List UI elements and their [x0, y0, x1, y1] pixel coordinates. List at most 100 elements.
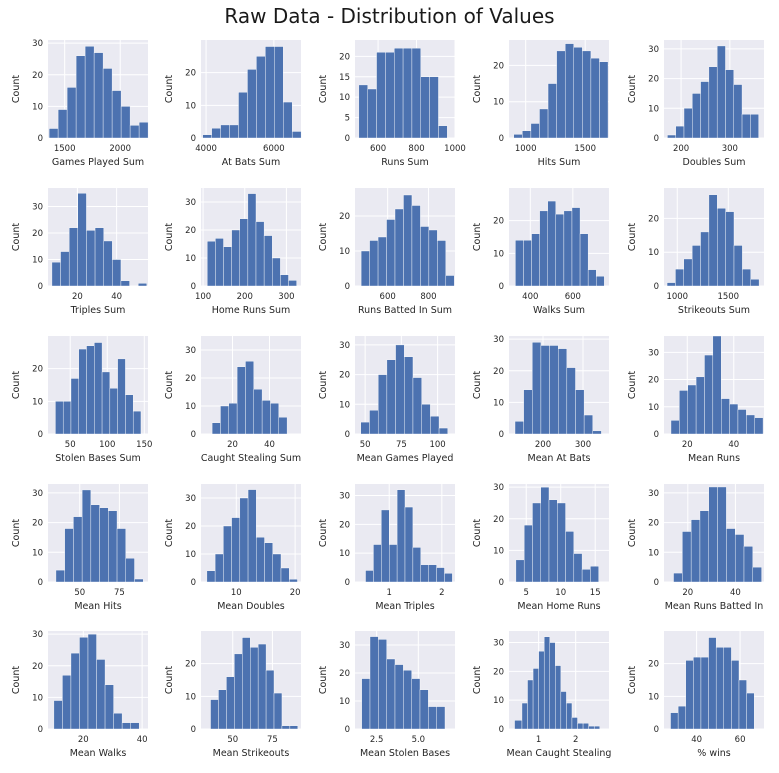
histogram-bar — [532, 502, 541, 583]
x-axis-label: Stolen Bases Sum — [55, 453, 141, 464]
histogram-bar — [211, 422, 221, 435]
xtick-label: 1 — [536, 735, 541, 745]
ytick-label: 20 — [648, 519, 659, 529]
ytick-label: 10 — [185, 692, 196, 702]
ytick-label: 0 — [499, 282, 504, 292]
histogram-bar — [211, 127, 221, 139]
xtick-label: 1 — [386, 588, 391, 598]
ytick-label: 0 — [191, 725, 196, 735]
histogram-bar — [725, 211, 735, 287]
histogram-panel: 0 10 20 1000 1500 Strikeouts Sum Count — [627, 188, 764, 316]
histogram-bar — [566, 702, 573, 730]
histogram-bar — [733, 84, 743, 139]
histogram-bar — [565, 531, 575, 583]
x-axis-label: Runs Batted In Sum — [358, 305, 452, 316]
ytick-label: 0 — [654, 282, 659, 292]
histogram-bar — [675, 125, 685, 139]
xtick-label: 600 — [370, 144, 386, 154]
ytick-label: 10 — [32, 693, 43, 703]
ytick-label: 20 — [32, 662, 43, 672]
xtick-label: 6000 — [263, 144, 285, 154]
y-axis-label: Count — [318, 519, 329, 547]
histogram-bar — [265, 46, 275, 139]
histogram-bar — [87, 633, 97, 730]
histogram-bar — [590, 565, 599, 583]
ytick-label: 0 — [499, 725, 504, 735]
histogram-bar — [273, 692, 283, 730]
ytick-label: 10 — [648, 403, 659, 413]
ytick-label: 30 — [648, 489, 659, 499]
histogram-bar — [94, 342, 103, 435]
xtick-label: 75 — [114, 588, 125, 598]
ytick-label: 30 — [185, 346, 196, 356]
histogram-bar — [234, 653, 243, 730]
xtick-label: 40 — [264, 440, 275, 450]
histogram-bar — [540, 345, 550, 435]
histogram-bar — [723, 647, 732, 730]
y-axis-label: Count — [11, 666, 22, 694]
y-axis-label: Count — [11, 75, 22, 103]
ytick-label: 30 — [648, 348, 659, 358]
histogram-bar — [134, 578, 144, 583]
ytick-label: 10 — [648, 248, 659, 258]
ytick-label: 20 — [493, 667, 504, 677]
histogram-bar — [754, 417, 764, 435]
ytick-label: 10 — [185, 550, 196, 560]
histogram-panel: 0 10 20 30 20 40 Caught Stealing Sum Count — [164, 336, 301, 464]
xtick-label: 800 — [408, 144, 424, 154]
histogram-bar — [223, 246, 232, 287]
histogram-bar — [571, 717, 578, 730]
ytick-label: 0 — [191, 430, 196, 440]
histogram-bar — [539, 210, 548, 287]
ytick-label: 30 — [493, 639, 504, 649]
xtick-label: 20 — [227, 440, 238, 450]
xtick-label: 150 — [136, 440, 152, 450]
histogram-panel: 0 10 20 30 20 40 Mean Runs Batted In Count — [627, 484, 764, 612]
histogram-bar — [746, 414, 755, 435]
histogram-bar — [55, 401, 64, 435]
ytick-label: 30 — [493, 483, 504, 493]
histogram-bar — [523, 524, 533, 583]
histogram-bar — [57, 109, 68, 139]
histogram-bar — [588, 725, 595, 730]
figure-title: Raw Data - Distribution of Values — [224, 4, 555, 28]
histogram-bar — [73, 516, 83, 583]
histogram-panel: 0 10 20 4000 6000 At Bats Sum Count — [164, 40, 302, 168]
y-axis-label: Count — [164, 666, 175, 694]
histogram-bar — [376, 52, 386, 139]
histogram-bar — [527, 679, 534, 730]
xtick-label: 200 — [673, 144, 689, 154]
histogram-bar — [403, 670, 412, 730]
histogram-panel: 0 10 20 30 1 2 Mean Caught Stealing Count — [472, 631, 611, 759]
histogram-bar — [593, 725, 600, 730]
ytick-label: 20 — [493, 367, 504, 377]
histogram-bar — [746, 692, 755, 730]
histogram-bar — [78, 348, 87, 435]
histogram-bar — [55, 569, 65, 583]
histogram-panel: 0 10 20 30 10 20 Mean Doubles Count — [164, 484, 301, 612]
histogram-bar — [539, 108, 549, 139]
ytick-label: 30 — [32, 39, 43, 49]
x-axis-label: Mean Caught Stealing — [507, 748, 612, 759]
x-axis-label: Mean Runs — [688, 453, 740, 464]
histogram-bar — [137, 283, 148, 287]
x-axis-label: Mean Walks — [70, 748, 127, 759]
histogram-bar — [255, 221, 265, 287]
histogram-bar — [717, 486, 727, 583]
histogram-bar — [281, 725, 291, 730]
histogram-panel: 0 10 20 40 60 % wins Count — [627, 631, 764, 759]
histogram-bar — [256, 56, 266, 139]
histogram-panel: 0 10 20 50 75 Mean Strikeouts Count — [164, 631, 301, 759]
histogram-bar — [583, 414, 593, 435]
histogram-bar — [421, 404, 431, 435]
histogram-bar — [560, 691, 567, 730]
xtick-label: 2 — [573, 735, 578, 745]
y-axis-label: Count — [164, 223, 175, 251]
xtick-label: 2.5 — [370, 735, 384, 745]
ytick-label: 10 — [648, 692, 659, 702]
ytick-label: 10 — [32, 102, 43, 112]
y-axis-label: Count — [627, 223, 638, 251]
histogram-bar — [138, 121, 149, 139]
histogram-bar — [291, 131, 302, 139]
xtick-label: 5.0 — [412, 735, 426, 745]
